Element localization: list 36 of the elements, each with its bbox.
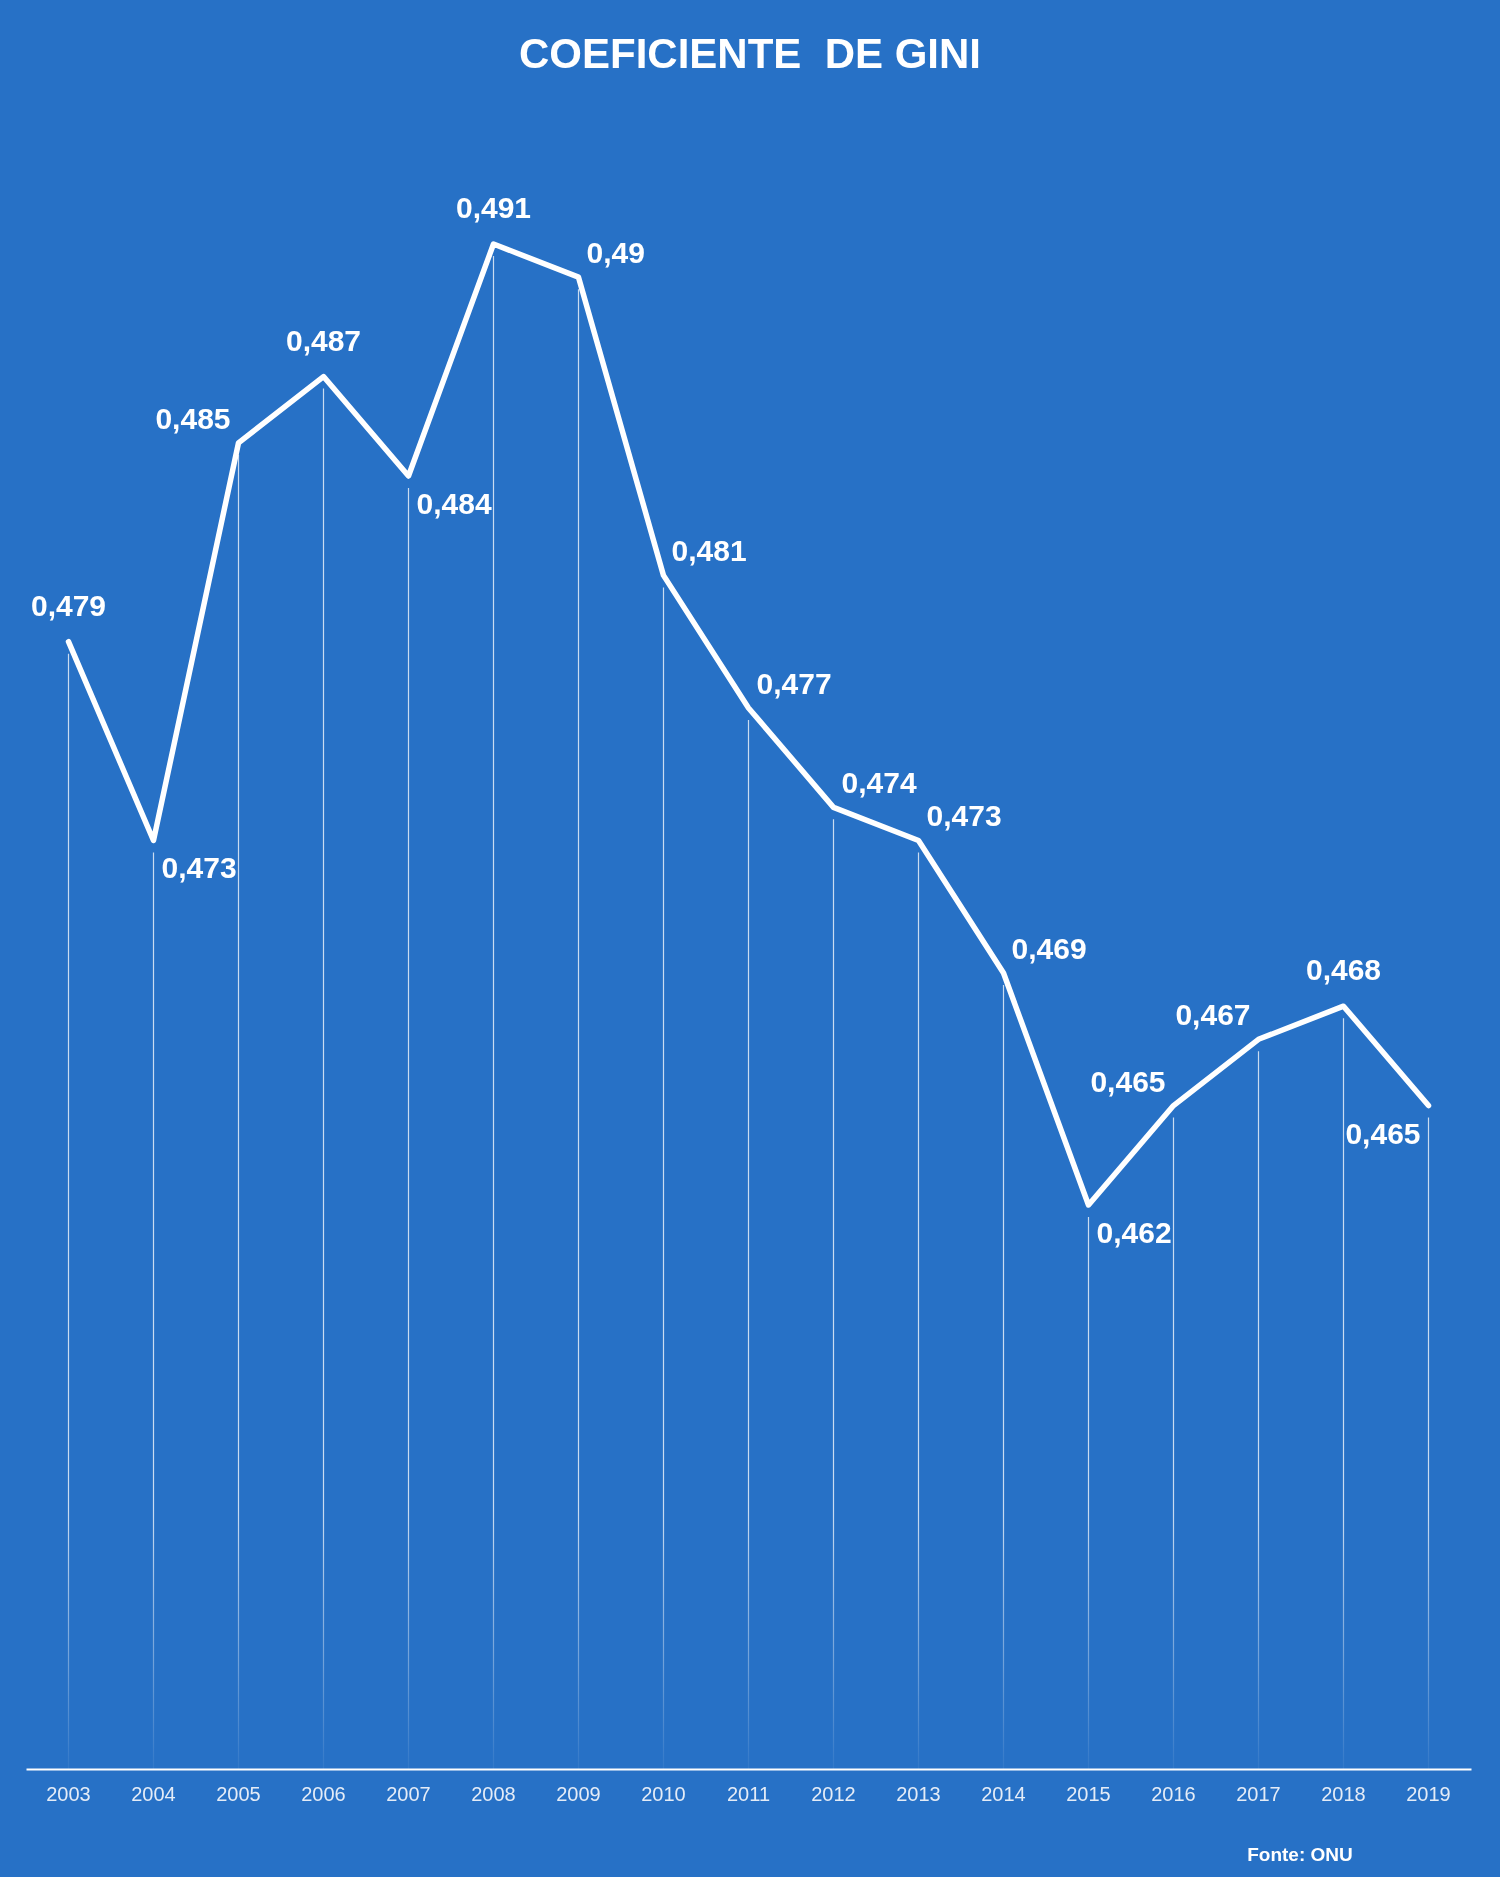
data-label: 0,473 xyxy=(161,851,237,885)
data-label: 0,465 xyxy=(1345,1116,1421,1150)
x-tick-label: 2013 xyxy=(896,1783,941,1806)
x-tick-label: 2005 xyxy=(216,1783,261,1806)
data-label: 0,465 xyxy=(1090,1064,1166,1098)
x-tick-label: 2016 xyxy=(1151,1783,1196,1806)
data-label: 0,485 xyxy=(155,401,231,435)
data-label: 0,473 xyxy=(926,799,1002,833)
data-label: 0,474 xyxy=(841,766,917,800)
x-tick-label: 2010 xyxy=(641,1783,686,1806)
x-tick-label: 2006 xyxy=(301,1783,346,1806)
x-tick-label: 2015 xyxy=(1066,1783,1111,1806)
data-label: 0,477 xyxy=(756,666,832,700)
x-tick-label: 2014 xyxy=(981,1783,1026,1806)
data-label: 0,467 xyxy=(1175,998,1251,1032)
x-tick-label: 2004 xyxy=(131,1783,176,1806)
x-tick-label: 2019 xyxy=(1406,1783,1451,1806)
source-note: Fonte: ONU xyxy=(1247,1844,1353,1865)
data-label: 0,481 xyxy=(671,534,747,568)
data-label: 0,462 xyxy=(1096,1216,1172,1249)
data-label: 0,469 xyxy=(1011,932,1087,966)
x-tick-label: 2009 xyxy=(556,1783,601,1806)
x-tick-label: 2018 xyxy=(1321,1783,1366,1806)
data-label: 0,487 xyxy=(285,323,362,357)
data-label: 0,479 xyxy=(30,588,107,622)
x-tick-label: 2012 xyxy=(811,1783,856,1806)
x-tick-label: 2011 xyxy=(726,1783,771,1806)
x-tick-label: 2008 xyxy=(471,1783,516,1806)
data-label: 0,484 xyxy=(416,486,492,520)
chart-title: COEFICIENTE DE GINI xyxy=(518,30,982,77)
data-label: 0,468 xyxy=(1305,953,1382,987)
x-tick-label: 2017 xyxy=(1236,1783,1281,1806)
x-tick-label: 2003 xyxy=(46,1783,91,1806)
data-label: 0,491 xyxy=(455,191,532,224)
x-tick-label: 2007 xyxy=(386,1783,431,1806)
data-label: 0,49 xyxy=(586,236,645,270)
